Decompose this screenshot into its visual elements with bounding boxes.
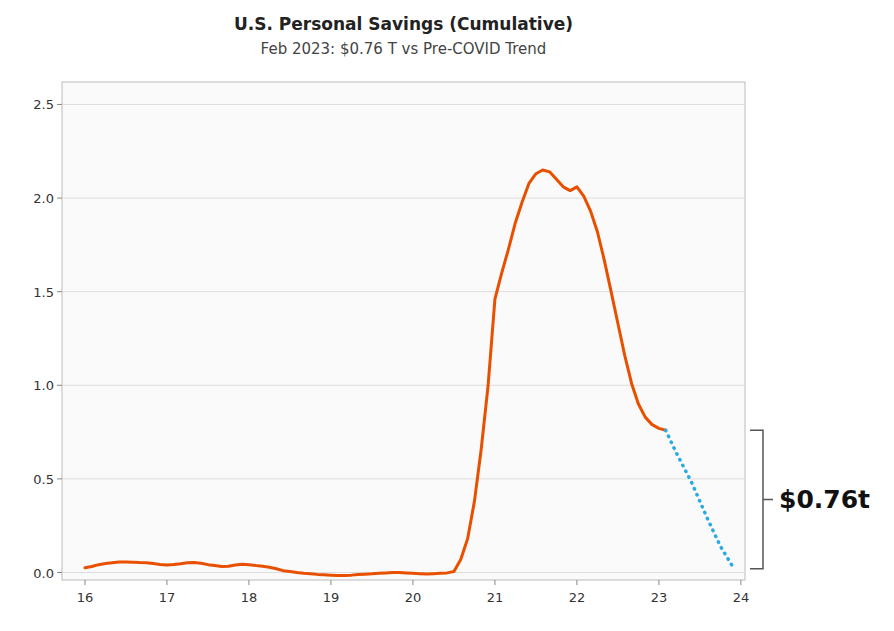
- tick-label: 2.0: [33, 191, 54, 206]
- tick-mark: [84, 580, 85, 585]
- subtitle: Feb 2023: $0.76 T vs Pre-COVID Trend: [261, 40, 547, 58]
- tick-label: 23: [651, 590, 668, 605]
- tick-label: 19: [323, 590, 340, 605]
- tick-label: 18: [241, 590, 258, 605]
- tick-mark: [57, 478, 62, 479]
- tick-label: 0.5: [33, 472, 54, 487]
- tick-mark: [412, 580, 413, 585]
- series-line: [666, 430, 734, 569]
- tick-label: 1.0: [33, 378, 54, 393]
- series-line: [85, 170, 666, 576]
- tick-mark: [166, 580, 167, 585]
- tick-label: 24: [733, 590, 750, 605]
- tick-mark: [740, 580, 741, 585]
- tick-label: 21: [487, 590, 504, 605]
- series-group: [85, 170, 734, 576]
- grid-line: [62, 291, 745, 292]
- tick-mark: [57, 572, 62, 573]
- tick-label: 2.5: [33, 97, 54, 112]
- tick-mark: [57, 104, 62, 105]
- plot-area: [62, 82, 745, 580]
- grid-line: [62, 385, 745, 386]
- tick-mark: [494, 580, 495, 585]
- tick-label: 1.5: [33, 285, 54, 300]
- grid-line: [62, 198, 745, 199]
- tick-mark: [576, 580, 577, 585]
- grid-line: [62, 478, 745, 479]
- tick-mark: [248, 580, 249, 585]
- tick-mark: [57, 385, 62, 386]
- tick-mark: [57, 198, 62, 199]
- title: U.S. Personal Savings (Cumulative): [234, 14, 573, 34]
- tick-label: 0.0: [33, 566, 54, 581]
- tick-mark: [658, 580, 659, 585]
- chart: U.S. Personal Savings (Cumulative) Feb 20…: [0, 0, 894, 631]
- tick-label: 20: [405, 590, 422, 605]
- tick-label: 22: [569, 590, 586, 605]
- tick-label: 16: [77, 590, 94, 605]
- grid-line: [62, 104, 745, 105]
- bracket: [750, 430, 773, 569]
- annotation: $0.76t: [779, 485, 870, 514]
- tick-label: 17: [159, 590, 176, 605]
- tick-mark: [57, 291, 62, 292]
- tick-mark: [330, 580, 331, 585]
